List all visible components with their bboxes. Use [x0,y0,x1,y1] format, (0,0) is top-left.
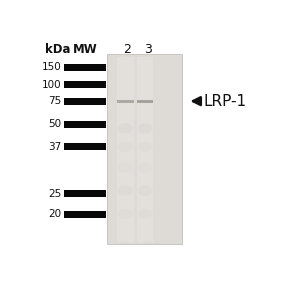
Bar [64,121,106,128]
Text: 20: 20 [48,209,62,219]
Text: 37: 37 [48,142,62,152]
Text: 75: 75 [48,96,62,106]
Bar [64,143,106,150]
Text: LRP-1: LRP-1 [204,94,247,109]
Bar [117,57,134,242]
Bar [64,190,106,197]
Ellipse shape [118,163,133,173]
Bar [64,211,106,218]
Ellipse shape [137,123,152,134]
Bar [117,100,134,103]
Text: 25: 25 [48,188,62,199]
Ellipse shape [137,209,152,219]
Text: 50: 50 [48,119,62,129]
Ellipse shape [118,209,133,219]
Ellipse shape [118,142,133,152]
Text: 2: 2 [123,44,131,56]
Ellipse shape [137,186,152,196]
Ellipse shape [118,123,133,134]
Bar [136,100,153,103]
Text: 150: 150 [42,62,62,72]
Text: MW: MW [73,44,98,56]
Bar [107,55,182,244]
Text: kDa: kDa [45,44,70,56]
Ellipse shape [137,142,152,152]
Bar [64,98,106,105]
Bar [64,64,106,70]
Ellipse shape [118,186,133,196]
Ellipse shape [137,163,152,173]
Text: 100: 100 [42,80,62,89]
Bar [64,81,106,88]
Bar [136,57,153,242]
Text: 3: 3 [144,44,152,56]
